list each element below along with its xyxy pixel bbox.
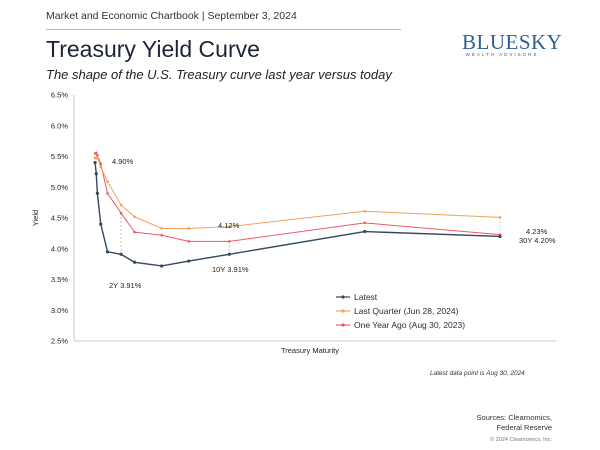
series-0-point: [105, 250, 110, 254]
annotation-7y-year-ago: 4.12%: [218, 221, 240, 230]
annotation-2y-latest: 2Y 3.91%: [109, 281, 142, 290]
annotation-1y-year-ago: 4.90%: [112, 157, 134, 166]
copyright-text: © 2024 Clearnomics, Inc.: [490, 437, 552, 443]
series-1-point: [187, 227, 191, 230]
chart-subtitle: The shape of the U.S. Treasury curve las…: [46, 67, 392, 82]
sources-block: Sources: Clearnomics, Federal Reserve © …: [477, 413, 552, 445]
series-0-point: [94, 172, 98, 176]
y-tick-label: 5.0%: [51, 183, 68, 192]
series-2-point: [94, 151, 98, 155]
logo-tagline: WEALTH ADVISORS: [465, 52, 539, 57]
series-0-point: [119, 252, 123, 256]
legend-marker-2: [341, 323, 345, 327]
y-tick-label: 2.5%: [51, 337, 68, 346]
annotation-30y-latest: 30Y 4.20%: [519, 236, 556, 245]
chartbook-header: Market and Economic Chartbook | Septembe…: [46, 10, 297, 22]
sources-line-2: Federal Reserve: [496, 423, 552, 432]
series-0-point: [133, 260, 137, 264]
latest-data-note: Latest data point is Aug 30, 2024: [430, 370, 525, 377]
series-1-point: [119, 203, 123, 207]
series-2-point: [160, 233, 163, 237]
series-2-point: [363, 221, 366, 225]
series-2-point: [99, 162, 103, 166]
series-1-point: [106, 180, 109, 184]
series-2-point: [106, 192, 109, 195]
series-2-point: [133, 230, 136, 234]
y-axis-title: Yield: [31, 210, 40, 226]
series-line-1: [94, 157, 501, 229]
series-0-point: [99, 222, 103, 226]
series-0-point: [498, 234, 502, 239]
y-tick-label: 6.5%: [51, 91, 68, 100]
x-axis-title: Treasury Maturity: [281, 346, 339, 355]
series-1-point: [160, 227, 163, 230]
legend-label-2: One Year Ago (Aug 30, 2023): [354, 320, 465, 330]
y-tick-label: 4.5%: [51, 214, 68, 223]
legend-label-0: Latest: [354, 292, 378, 302]
sources-line-1: Sources: Clearnomics,: [476, 413, 552, 422]
series-1-point: [228, 225, 231, 228]
header-divider: [46, 29, 401, 30]
legend-label-1: Last Quarter (Jun 28, 2024): [354, 306, 459, 316]
series-1-point: [498, 216, 502, 219]
chart-title: Treasury Yield Curve: [46, 36, 260, 62]
series-0-point: [187, 259, 191, 263]
legend-marker-0: [341, 295, 345, 299]
series-line-0: [94, 162, 501, 267]
annotation-30y-year-ago: 4.23%: [526, 227, 548, 236]
series-0-point: [95, 191, 99, 195]
y-tick-label: 3.5%: [51, 275, 68, 284]
series-2-point: [187, 240, 191, 243]
series-0-point: [160, 264, 164, 268]
annotation-10y-latest: 10Y 3.91%: [212, 265, 249, 274]
series-0-point: [93, 161, 97, 165]
series-1-point: [96, 156, 99, 160]
chart-legend: Latest Last Quarter (Jun 28, 2024) One Yea…: [336, 292, 465, 330]
series-2-point: [228, 240, 231, 243]
series-line-2: [94, 152, 501, 242]
legend-marker-1: [341, 309, 345, 313]
series-0-point: [227, 252, 231, 256]
series-0-point: [363, 229, 367, 234]
y-tick-label: 6.0%: [51, 121, 68, 130]
series-1-point: [363, 209, 366, 213]
y-tick-label: 5.5%: [51, 152, 68, 161]
series-2-point: [96, 153, 99, 157]
series-2-point: [119, 211, 123, 215]
series-1-point: [99, 165, 103, 169]
series-1-point: [133, 215, 136, 219]
y-tick-label: 3.0%: [51, 306, 68, 315]
y-tick-label: 4.0%: [51, 244, 68, 253]
